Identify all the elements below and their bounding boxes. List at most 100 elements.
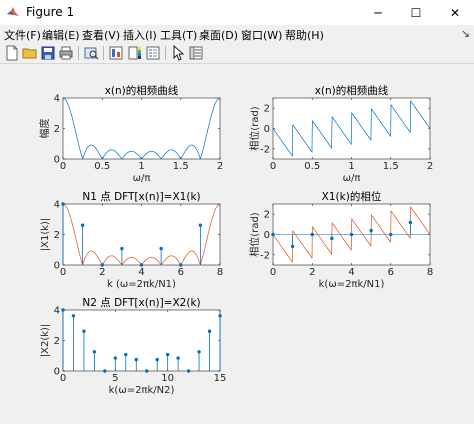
plot5-plot-area[interactable]: [62, 309, 221, 372]
plot4-x-tick-label: 2: [309, 267, 315, 278]
plot4-stem-marker: [271, 232, 275, 237]
close-button[interactable]: ✕: [436, 0, 474, 25]
plot5-y-tick-label: 2: [54, 336, 60, 347]
plot4-x-tick-label: 4: [348, 267, 354, 278]
menu-file[interactable]: 文件(F): [4, 29, 41, 42]
plot3-axes: 0 2 4 6 8 0 2 4 N1 点 DFT[x(n)]=X1(k) k (ω=2πk/N1)…: [40, 191, 223, 290]
plot5-stem-marker: [186, 369, 191, 373]
toolbar-separator: [165, 46, 166, 60]
open-folder-icon[interactable]: [22, 45, 38, 61]
menu-view[interactable]: 查看(V): [82, 29, 121, 42]
plot1-xlabel: ω/π: [133, 173, 151, 184]
plot2-x-tick-label: 0: [270, 161, 276, 172]
plot2-x-tick-label: 1: [348, 161, 354, 172]
plot2-ylabel: 相位(rad): [248, 106, 261, 150]
plot5-x-tick-label: 15: [214, 373, 227, 384]
plot4-title: X1(k)的相位: [322, 190, 382, 203]
plot5-stem-marker: [165, 352, 170, 357]
new-file-icon[interactable]: [4, 45, 20, 61]
plot2-x-tick-label: 0.5: [304, 161, 320, 172]
plot3-y-tick-label: 4: [54, 200, 60, 211]
plot5-x-tick-label: 0: [60, 373, 66, 384]
plot2-x-tick-label: 2: [427, 161, 433, 172]
plot5-title: N2 点 DFT[x(n)]=X2(k): [82, 297, 200, 309]
colorbar-icon[interactable]: [127, 45, 143, 61]
plot2-title: x(n)的相频曲线: [315, 84, 389, 97]
save-icon[interactable]: [40, 45, 56, 61]
plot3-title: N1 点 DFT[x(n)]=X1(k): [82, 191, 200, 203]
plot3-xlabel: k (ω=2πk/N1): [107, 279, 176, 290]
menu-insert[interactable]: 插入(I): [123, 29, 157, 42]
plot3-y-tick-label: 2: [54, 230, 60, 241]
menu-desktop[interactable]: 桌面(D): [199, 29, 239, 42]
print-preview-icon[interactable]: [83, 45, 99, 61]
figure-canvas: 0 0.5 1 1.5 2 0 2 4 x(n)的相频曲线 ω/π 幅度 0 0.5 1 1.5 2 -2 0 2 x…: [0, 64, 474, 420]
plot5-stem-marker: [176, 356, 180, 360]
menu-edit[interactable]: 编辑(E): [42, 29, 80, 42]
menu-window[interactable]: 窗口(W): [241, 29, 283, 42]
plot5-stem-marker: [124, 352, 128, 357]
plot2-y-tick-label: -2: [260, 144, 270, 155]
plot1-x-tick-label: 2: [217, 161, 223, 172]
plot1-plot-area[interactable]: [62, 97, 221, 160]
link-plot-icon[interactable]: [108, 45, 124, 61]
property-inspector-icon[interactable]: [188, 45, 204, 61]
plot1-x-tick-label: 0.5: [94, 161, 110, 172]
plot1-ylabel: 幅度: [38, 119, 51, 139]
plot4-y-tick-label: -2: [260, 250, 270, 261]
print-icon[interactable]: [58, 45, 74, 61]
plot5-stem-marker: [61, 308, 65, 312]
plot5-stem-marker: [113, 356, 118, 360]
maximize-icon: ☐: [410, 5, 422, 20]
title-bar[interactable]: Figure 1 ─ ☐ ✕: [0, 0, 474, 25]
pointer-icon[interactable]: [170, 45, 186, 61]
plot2-y-tick-label: 2: [264, 104, 270, 115]
plot1-title: x(n)的相频曲线: [105, 84, 179, 97]
close-icon: ✕: [449, 5, 461, 20]
plot3-stem-marker: [139, 263, 144, 267]
plot4-stem-marker: [349, 232, 354, 237]
plot5-stem-marker: [218, 314, 222, 318]
plot5-axes: 0 5 10 15 0 2 4 N2 点 DFT[x(n)]=X2(k) k(ω=2πk/N2)…: [40, 297, 226, 396]
plot4-y-tick-label: 2: [264, 210, 270, 221]
plot3-stem-marker: [100, 263, 104, 267]
plot5-stem-marker: [207, 329, 212, 333]
plot4-stem-marker: [310, 232, 314, 237]
plot5-stem-marker: [134, 357, 138, 362]
plot5-stem-marker: [145, 369, 149, 373]
plot5-ylabel: |X2(k)|: [40, 324, 51, 358]
plot1-axes: 0 0.5 1 1.5 2 0 2 4 x(n)的相频曲线 ω/π 幅度: [38, 84, 223, 184]
plot4-stem-marker: [369, 228, 373, 233]
window-title: Figure 1: [26, 5, 75, 19]
minimize-icon: ─: [374, 5, 382, 20]
plot1-x-tick-label: 0: [60, 161, 66, 172]
plot3-stem-marker: [80, 223, 85, 227]
plot4-ylabel: 相位(rad): [248, 212, 261, 256]
plot3-ylabel: |X1(k)|: [40, 218, 51, 252]
plot5-xlabel: k(ω=2πk/N2): [109, 385, 175, 396]
plot4-stem-marker: [408, 220, 413, 225]
plot5-stem-marker: [71, 314, 76, 318]
insert-legend-icon[interactable]: [145, 45, 161, 61]
plot2-xlabel: ω/π: [343, 173, 361, 184]
matlab-logo-icon: [7, 7, 19, 16]
dock-arrow-icon[interactable]: ↘: [460, 27, 470, 40]
menu-tools[interactable]: 工具(T): [160, 29, 198, 42]
minimize-button[interactable]: ─: [359, 0, 397, 25]
plot5-stem-marker: [92, 350, 97, 354]
maximize-button[interactable]: ☐: [397, 0, 435, 25]
plot3-plot-area[interactable]: [62, 203, 221, 266]
toolbar: [0, 44, 474, 64]
plot1-magnitude-line: [63, 98, 220, 159]
plot4-xlabel: k(ω=2πk/N1): [319, 279, 385, 290]
plot3-stem-marker: [61, 202, 65, 206]
plot2-y-tick-label: 0: [264, 124, 270, 135]
menu-help[interactable]: 帮助(H): [285, 29, 324, 42]
toolbar-separator: [78, 46, 79, 60]
plot2-phase-line: [273, 99, 430, 158]
plot2-x-tick-label: 1.5: [383, 161, 399, 172]
plot3-x-tick-label: 4: [138, 267, 144, 278]
